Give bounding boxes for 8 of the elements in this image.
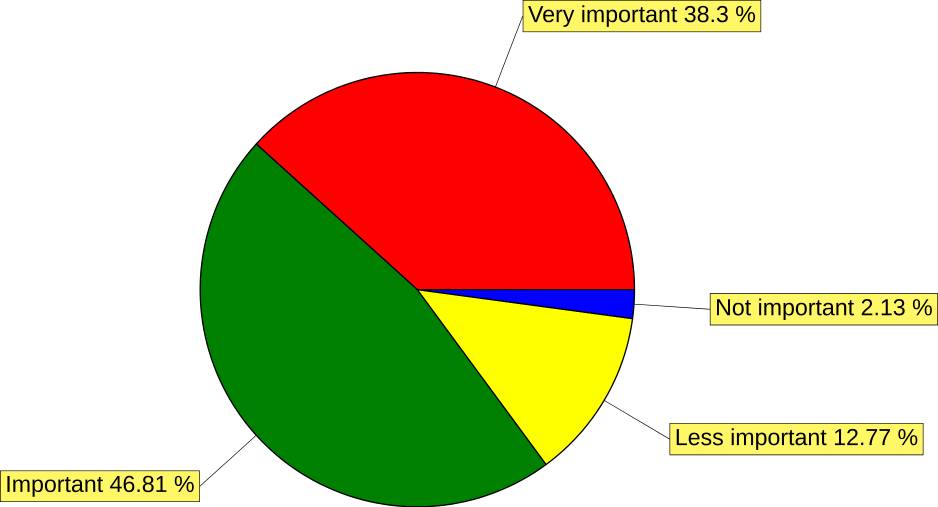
data-label: 12.77 % (834, 428, 918, 445)
data-label: 2.13 % (862, 298, 932, 316)
slice-label: Very important (528, 5, 678, 27)
slice-label: Less important (676, 428, 827, 450)
data-label: 46.81 % (110, 476, 194, 492)
slice-label: Not important (717, 298, 854, 320)
slice-label: Important (7, 476, 103, 497)
data-label: 38.3 % (684, 6, 756, 22)
